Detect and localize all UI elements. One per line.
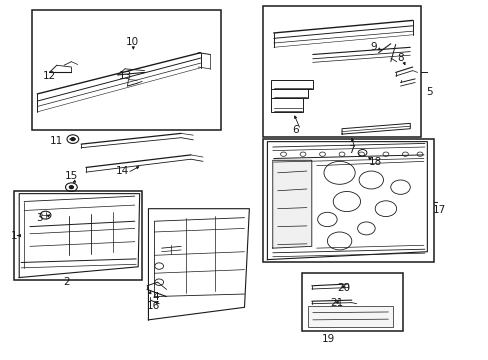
Circle shape xyxy=(71,138,75,140)
Bar xyxy=(262,139,433,262)
Text: 10: 10 xyxy=(125,37,139,47)
Text: 3: 3 xyxy=(36,213,43,222)
Text: 15: 15 xyxy=(64,171,78,181)
Bar xyxy=(271,98,303,112)
Text: 8: 8 xyxy=(396,53,403,63)
Text: 7: 7 xyxy=(348,144,354,154)
Polygon shape xyxy=(19,194,140,278)
Bar xyxy=(32,10,221,130)
Text: 17: 17 xyxy=(432,206,445,216)
Text: 19: 19 xyxy=(321,333,334,343)
Text: 11: 11 xyxy=(50,136,63,145)
Bar xyxy=(301,273,402,330)
Bar xyxy=(271,80,312,89)
Polygon shape xyxy=(272,160,311,248)
Polygon shape xyxy=(341,123,409,134)
Bar xyxy=(14,191,142,280)
Circle shape xyxy=(69,186,73,189)
Bar xyxy=(271,87,307,98)
Polygon shape xyxy=(267,141,427,260)
Text: 2: 2 xyxy=(63,277,70,287)
Text: 6: 6 xyxy=(292,125,298,135)
Polygon shape xyxy=(148,209,249,320)
Text: 21: 21 xyxy=(330,298,343,308)
Bar xyxy=(307,306,392,327)
Text: 9: 9 xyxy=(369,42,376,52)
Text: 20: 20 xyxy=(336,283,349,293)
Text: 4: 4 xyxy=(152,292,159,302)
Bar xyxy=(262,6,420,137)
Text: 16: 16 xyxy=(146,301,160,311)
Text: 14: 14 xyxy=(116,166,129,176)
Text: 18: 18 xyxy=(368,157,381,167)
Text: 13: 13 xyxy=(118,71,131,81)
Text: 5: 5 xyxy=(426,87,432,97)
Text: 12: 12 xyxy=(43,71,56,81)
Text: 1: 1 xyxy=(11,231,18,240)
